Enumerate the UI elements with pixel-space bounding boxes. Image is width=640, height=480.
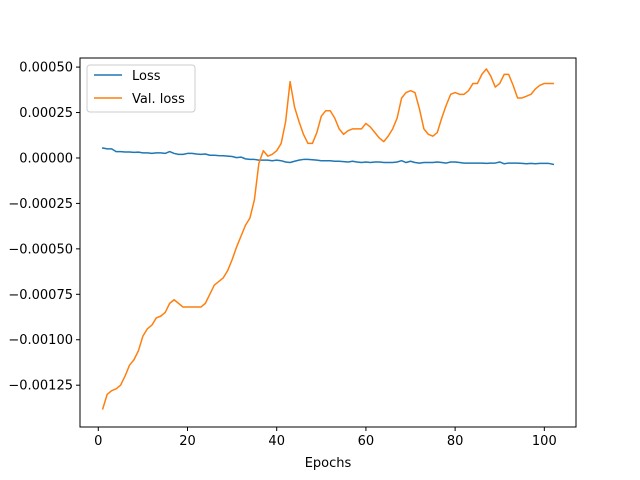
y-tick-label: 0.00000 xyxy=(19,151,73,166)
y-tick-label: −0.00075 xyxy=(8,288,73,303)
series-layer xyxy=(101,68,555,410)
y-tick-label: −0.00125 xyxy=(8,379,73,394)
x-tick-label: 80 xyxy=(447,434,464,449)
x-axis-ticks: 0 20 40 60 80 100 xyxy=(94,427,557,449)
axes-frame xyxy=(79,57,577,428)
x-tick-label: 100 xyxy=(532,434,557,449)
x-tick-label: 0 xyxy=(94,434,102,449)
y-tick-label: 0.00050 xyxy=(19,61,73,76)
legend: Loss Val. loss xyxy=(86,64,196,113)
y-tick-label: 0.00025 xyxy=(19,106,73,121)
series-line-loss xyxy=(101,147,555,166)
y-tick-label: −0.00025 xyxy=(8,197,73,212)
series-line-val-loss xyxy=(101,68,554,410)
legend-label-loss: Loss xyxy=(132,69,161,84)
y-axis-ticks: 0.00050 0.00025 0.00000 −0.00025 −0.00050 −0.… xyxy=(8,61,80,394)
x-tick-label: 20 xyxy=(179,434,196,449)
x-tick-label: 60 xyxy=(358,434,375,449)
x-tick-label: 40 xyxy=(268,434,285,449)
x-axis-label: Epochs xyxy=(305,456,352,471)
y-tick-label: −0.00050 xyxy=(8,242,73,257)
legend-box xyxy=(86,64,196,113)
legend-label-val-loss: Val. loss xyxy=(132,92,185,107)
y-tick-label: −0.00100 xyxy=(8,333,73,348)
plot-area xyxy=(79,57,577,428)
